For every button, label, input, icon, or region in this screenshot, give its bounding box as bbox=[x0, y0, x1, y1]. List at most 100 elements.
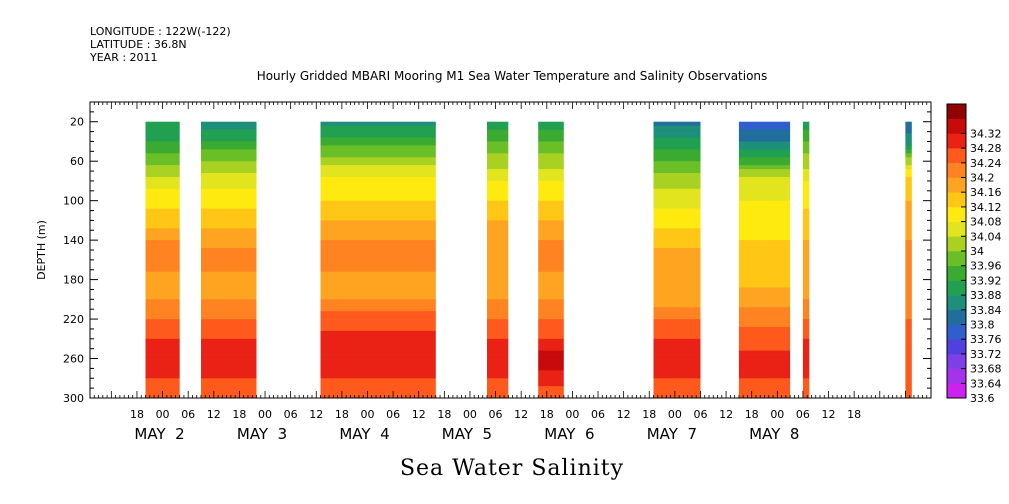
cell bbox=[802, 173, 810, 178]
cell bbox=[538, 358, 564, 363]
colorbar-label: 33.88 bbox=[970, 289, 1002, 302]
cell bbox=[905, 196, 912, 201]
cell bbox=[738, 358, 791, 363]
cell bbox=[538, 271, 564, 276]
cell bbox=[145, 327, 180, 332]
cell bbox=[201, 350, 257, 355]
cell bbox=[653, 125, 701, 130]
cell bbox=[201, 141, 257, 146]
cell bbox=[487, 283, 509, 288]
cell bbox=[201, 259, 257, 265]
cell bbox=[538, 303, 564, 308]
cell bbox=[738, 299, 791, 304]
cell bbox=[802, 259, 810, 265]
cell bbox=[145, 204, 180, 209]
cell bbox=[538, 311, 564, 316]
cell bbox=[738, 319, 791, 324]
cell bbox=[145, 263, 180, 269]
cell bbox=[905, 240, 912, 245]
cell bbox=[320, 161, 436, 166]
cell bbox=[145, 216, 180, 221]
colorbar-swatch bbox=[947, 162, 966, 178]
cell bbox=[201, 248, 257, 253]
cell bbox=[201, 342, 257, 347]
cell bbox=[738, 169, 791, 174]
x-tick-label: 18 bbox=[437, 408, 451, 421]
cell bbox=[905, 291, 912, 296]
x-day-label: MAY 2 bbox=[134, 425, 184, 443]
colorbar-label: 33.68 bbox=[970, 363, 1002, 376]
cell bbox=[320, 382, 436, 387]
cell bbox=[145, 149, 180, 154]
cell bbox=[802, 121, 810, 126]
cell bbox=[320, 295, 436, 300]
cell bbox=[653, 228, 701, 233]
cell bbox=[802, 279, 810, 284]
cell bbox=[738, 236, 791, 241]
cell bbox=[653, 271, 701, 276]
data-block-9 bbox=[905, 121, 912, 399]
cell bbox=[201, 145, 257, 150]
cell bbox=[802, 382, 810, 387]
cell bbox=[201, 236, 257, 241]
cell bbox=[145, 291, 180, 296]
cell bbox=[538, 165, 564, 170]
cell bbox=[738, 342, 791, 347]
cell bbox=[201, 224, 257, 229]
cell bbox=[538, 129, 564, 134]
cell bbox=[145, 240, 180, 245]
cell bbox=[738, 232, 791, 237]
x-tick-label: 06 bbox=[489, 408, 503, 421]
cell bbox=[320, 267, 436, 273]
cell bbox=[802, 299, 810, 304]
cell bbox=[201, 382, 257, 387]
cell bbox=[487, 224, 509, 229]
cell bbox=[738, 252, 791, 257]
cell bbox=[738, 275, 791, 280]
cell bbox=[320, 192, 436, 198]
data-block-2 bbox=[201, 121, 257, 399]
x-tick-label: 12 bbox=[719, 408, 733, 421]
cell bbox=[145, 315, 180, 320]
cell bbox=[320, 248, 436, 253]
cell bbox=[538, 169, 564, 174]
x-tick-label: 00 bbox=[463, 408, 477, 421]
cell bbox=[802, 157, 810, 162]
cell bbox=[320, 200, 436, 205]
colorbar-swatch bbox=[947, 133, 966, 149]
cell bbox=[201, 216, 257, 221]
cell bbox=[905, 141, 912, 146]
cell bbox=[487, 303, 509, 308]
x-tick-label: 06 bbox=[693, 408, 707, 421]
cell bbox=[802, 295, 810, 300]
cell bbox=[738, 334, 791, 340]
x-tick-label: 12 bbox=[514, 408, 528, 421]
cell bbox=[802, 390, 810, 395]
colorbar-label: 33.76 bbox=[970, 333, 1002, 346]
cell bbox=[320, 204, 436, 209]
cell bbox=[201, 173, 257, 178]
colorbar-label: 33.84 bbox=[970, 304, 1002, 317]
cell bbox=[201, 188, 257, 194]
cell bbox=[145, 319, 180, 324]
cell bbox=[201, 232, 257, 237]
cell bbox=[905, 315, 912, 320]
cell bbox=[653, 121, 701, 126]
cell bbox=[145, 267, 180, 273]
y-tick-label: 220 bbox=[63, 313, 84, 326]
cell bbox=[201, 334, 257, 340]
cell bbox=[487, 295, 509, 300]
cell bbox=[653, 394, 701, 399]
cell bbox=[145, 184, 180, 190]
cell bbox=[738, 374, 791, 379]
cell bbox=[320, 236, 436, 241]
cell bbox=[653, 330, 701, 336]
cell bbox=[201, 319, 257, 324]
cell bbox=[653, 129, 701, 134]
cell bbox=[538, 287, 564, 292]
cell bbox=[538, 334, 564, 340]
data-block-6 bbox=[653, 121, 701, 399]
cell bbox=[738, 354, 791, 359]
cell bbox=[538, 177, 564, 182]
cell bbox=[487, 394, 509, 399]
